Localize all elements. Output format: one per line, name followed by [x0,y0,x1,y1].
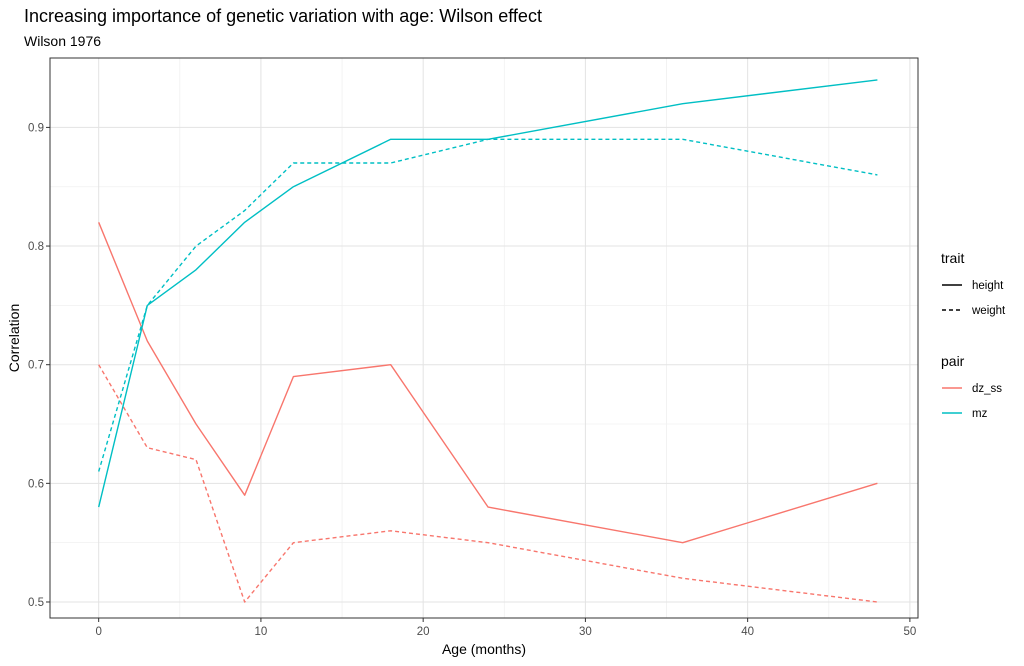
axes: 0 10 20 30 40 50 0.5 0.6 0.7 0.8 0.9 [28,122,916,638]
x-tick-label: 40 [741,626,754,638]
series-line-mz-height [98,79,878,508]
legend-title-pair: pair [941,353,965,369]
x-axis-title: Age (months) [442,641,526,657]
x-tick-label: 10 [255,626,268,638]
series-line-dz_ss-weight [98,364,878,603]
legend-label-weight: weight [971,305,1006,317]
legend-label-height: height [972,280,1004,292]
legend-title-trait: trait [941,250,964,266]
y-tick-label: 0.5 [28,597,44,609]
x-tick-label: 20 [417,626,430,638]
y-tick-label: 0.9 [28,122,44,134]
x-tick-label: 30 [579,626,592,638]
legend-label-mz: mz [972,408,988,420]
chart-title: Increasing importance of genetic variati… [24,6,542,26]
chart-subtitle: Wilson 1976 [24,33,101,49]
y-tick-label: 0.7 [28,360,44,372]
gridlines [50,58,918,618]
panel-border [49,57,919,619]
y-tick-label: 0.8 [28,241,44,253]
series-layer [98,79,878,603]
plot-panel [50,58,918,618]
y-axis-title: Correlation [6,304,22,372]
x-tick-label: 0 [95,626,101,638]
series-line-mz-weight [98,138,878,472]
y-tick-label: 0.6 [28,478,44,490]
series-line-dz_ss-height [98,222,878,544]
legend-label-dz_ss: dz_ss [972,383,1002,395]
x-tick-label: 50 [903,626,916,638]
panel-background [50,58,918,618]
